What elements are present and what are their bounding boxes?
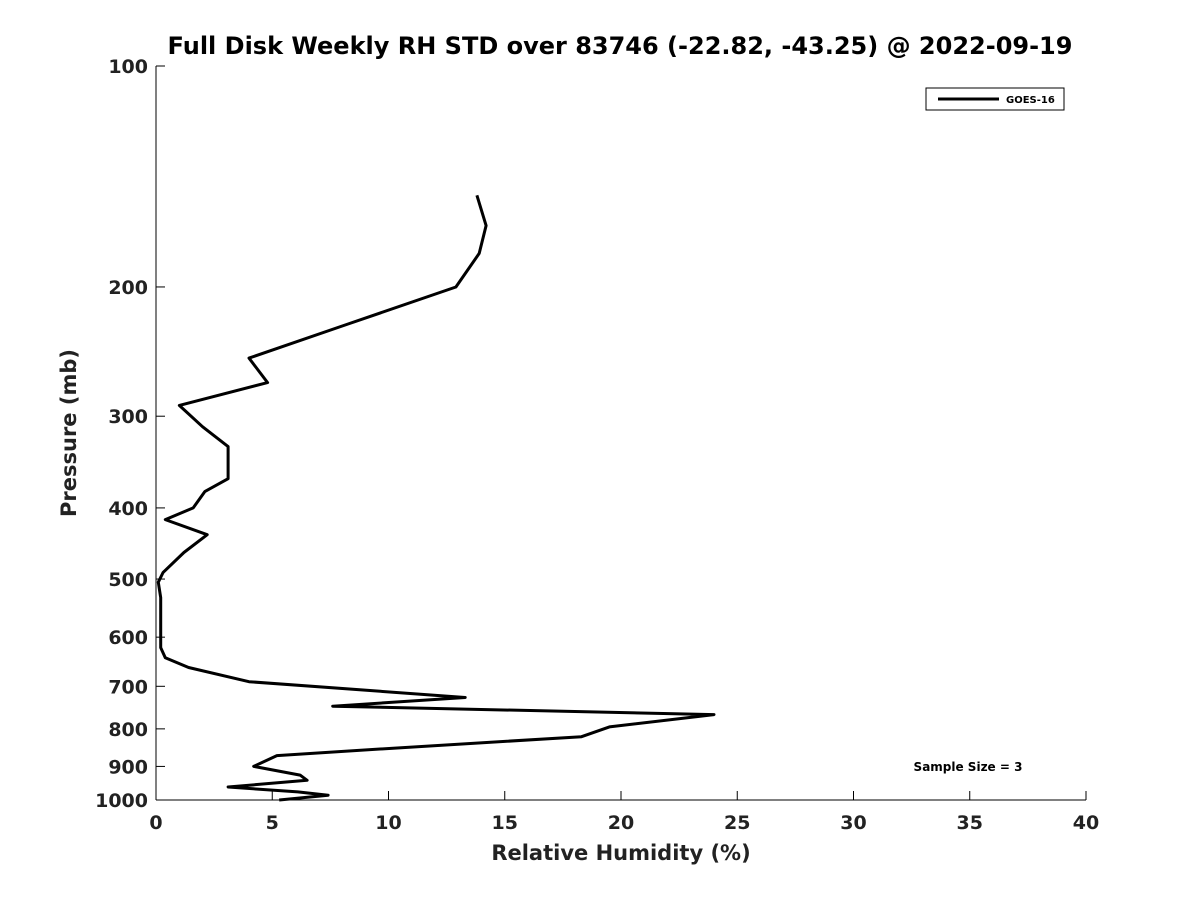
y-tick-label: 400 [108,498,148,520]
y-tick-label: 700 [108,676,148,698]
y-tick-label: 1000 [95,790,148,812]
y-tick-label: 100 [108,56,148,78]
y-axis-label: Pressure (mb) [57,349,81,517]
x-tick-label: 15 [492,812,518,834]
x-tick-label: 10 [375,812,401,834]
legend: GOES-16 [925,87,1065,111]
series-line-goes-16 [156,194,716,802]
y-tick-label: 300 [108,406,148,428]
y-tick-label: 600 [108,627,148,649]
plot-area: 0 5 10 15 20 25 30 35 40 100 200 300 400 500 600 700 80… [95,56,1099,834]
x-tick-label: 25 [724,812,750,834]
legend-entry-goes-16: GOES-16 [1006,95,1055,106]
chart-title: Full Disk Weekly RH STD over 83746 (-22.… [168,32,1073,60]
sample-size-annotation: Sample Size = 3 [914,760,1023,774]
x-tick-label: 20 [608,812,634,834]
y-tick-label: 900 [108,756,148,778]
x-tick-label: 0 [149,812,162,834]
y-tick-label: 200 [108,277,148,299]
x-tick-label: 35 [957,812,983,834]
x-tick-label: 5 [266,812,279,834]
x-tick-label: 40 [1073,812,1099,834]
y-tick-label: 800 [108,719,148,741]
y-tick-label: 500 [108,569,148,591]
x-ticks: 0 5 10 15 20 25 30 35 40 [149,791,1099,834]
y-ticks: 100 200 300 400 500 600 700 800 900 1000 [95,56,165,812]
x-tick-label: 30 [840,812,866,834]
x-axis-label: Relative Humidity (%) [491,841,750,865]
